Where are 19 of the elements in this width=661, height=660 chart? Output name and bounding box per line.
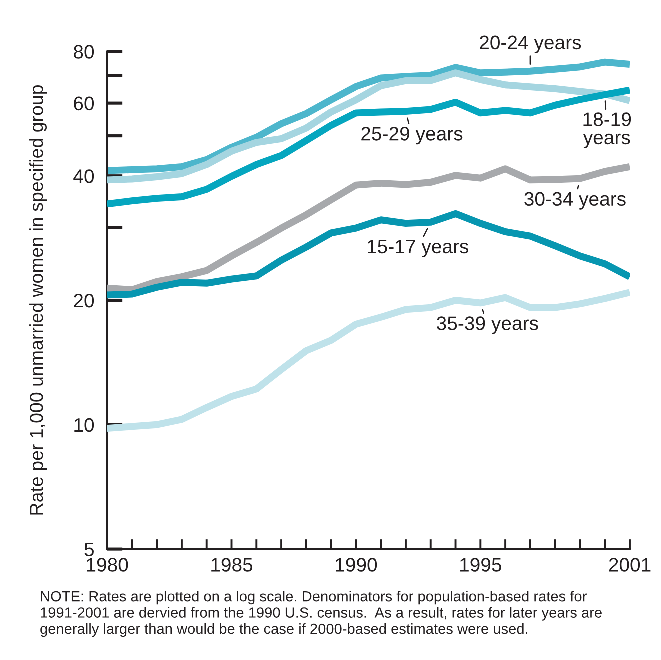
x-tick-label: 1980 xyxy=(87,558,128,572)
x-tick-label: 1985 xyxy=(212,558,253,572)
series-label: 35-39 years xyxy=(437,316,538,334)
series-label: 30-34 years xyxy=(524,192,626,210)
y-tick-label: 80 xyxy=(74,45,94,59)
x-tick-label: 1995 xyxy=(460,558,502,572)
y-tick-label: 40 xyxy=(74,170,94,184)
x-tick-label: 1990 xyxy=(336,558,378,572)
series-label: 15-17 years xyxy=(368,240,469,258)
y-tick-label: 20 xyxy=(74,294,94,308)
series-label: 25-29 years xyxy=(362,127,463,145)
x-tick-label: 2001 xyxy=(609,558,651,572)
text: NOTE: Rates are plotted on a log scale. Denominators for population-based rates for 1991-2001 are dervied from the 1990 U.S. census. As a result, rates for later years are generally larger than would be the case if 2000-based estimates were used. xyxy=(40,591,602,638)
y-tick-label: 10 xyxy=(74,418,94,432)
y-tick-label: 60 xyxy=(74,96,94,111)
series-label: 20-24 years xyxy=(480,36,582,54)
series-label: 18-19 years xyxy=(583,112,632,148)
y-axis-title: Rate per 1,000 unmarried women in specified group xyxy=(30,86,47,515)
y-tick-label: 5 xyxy=(84,542,94,557)
